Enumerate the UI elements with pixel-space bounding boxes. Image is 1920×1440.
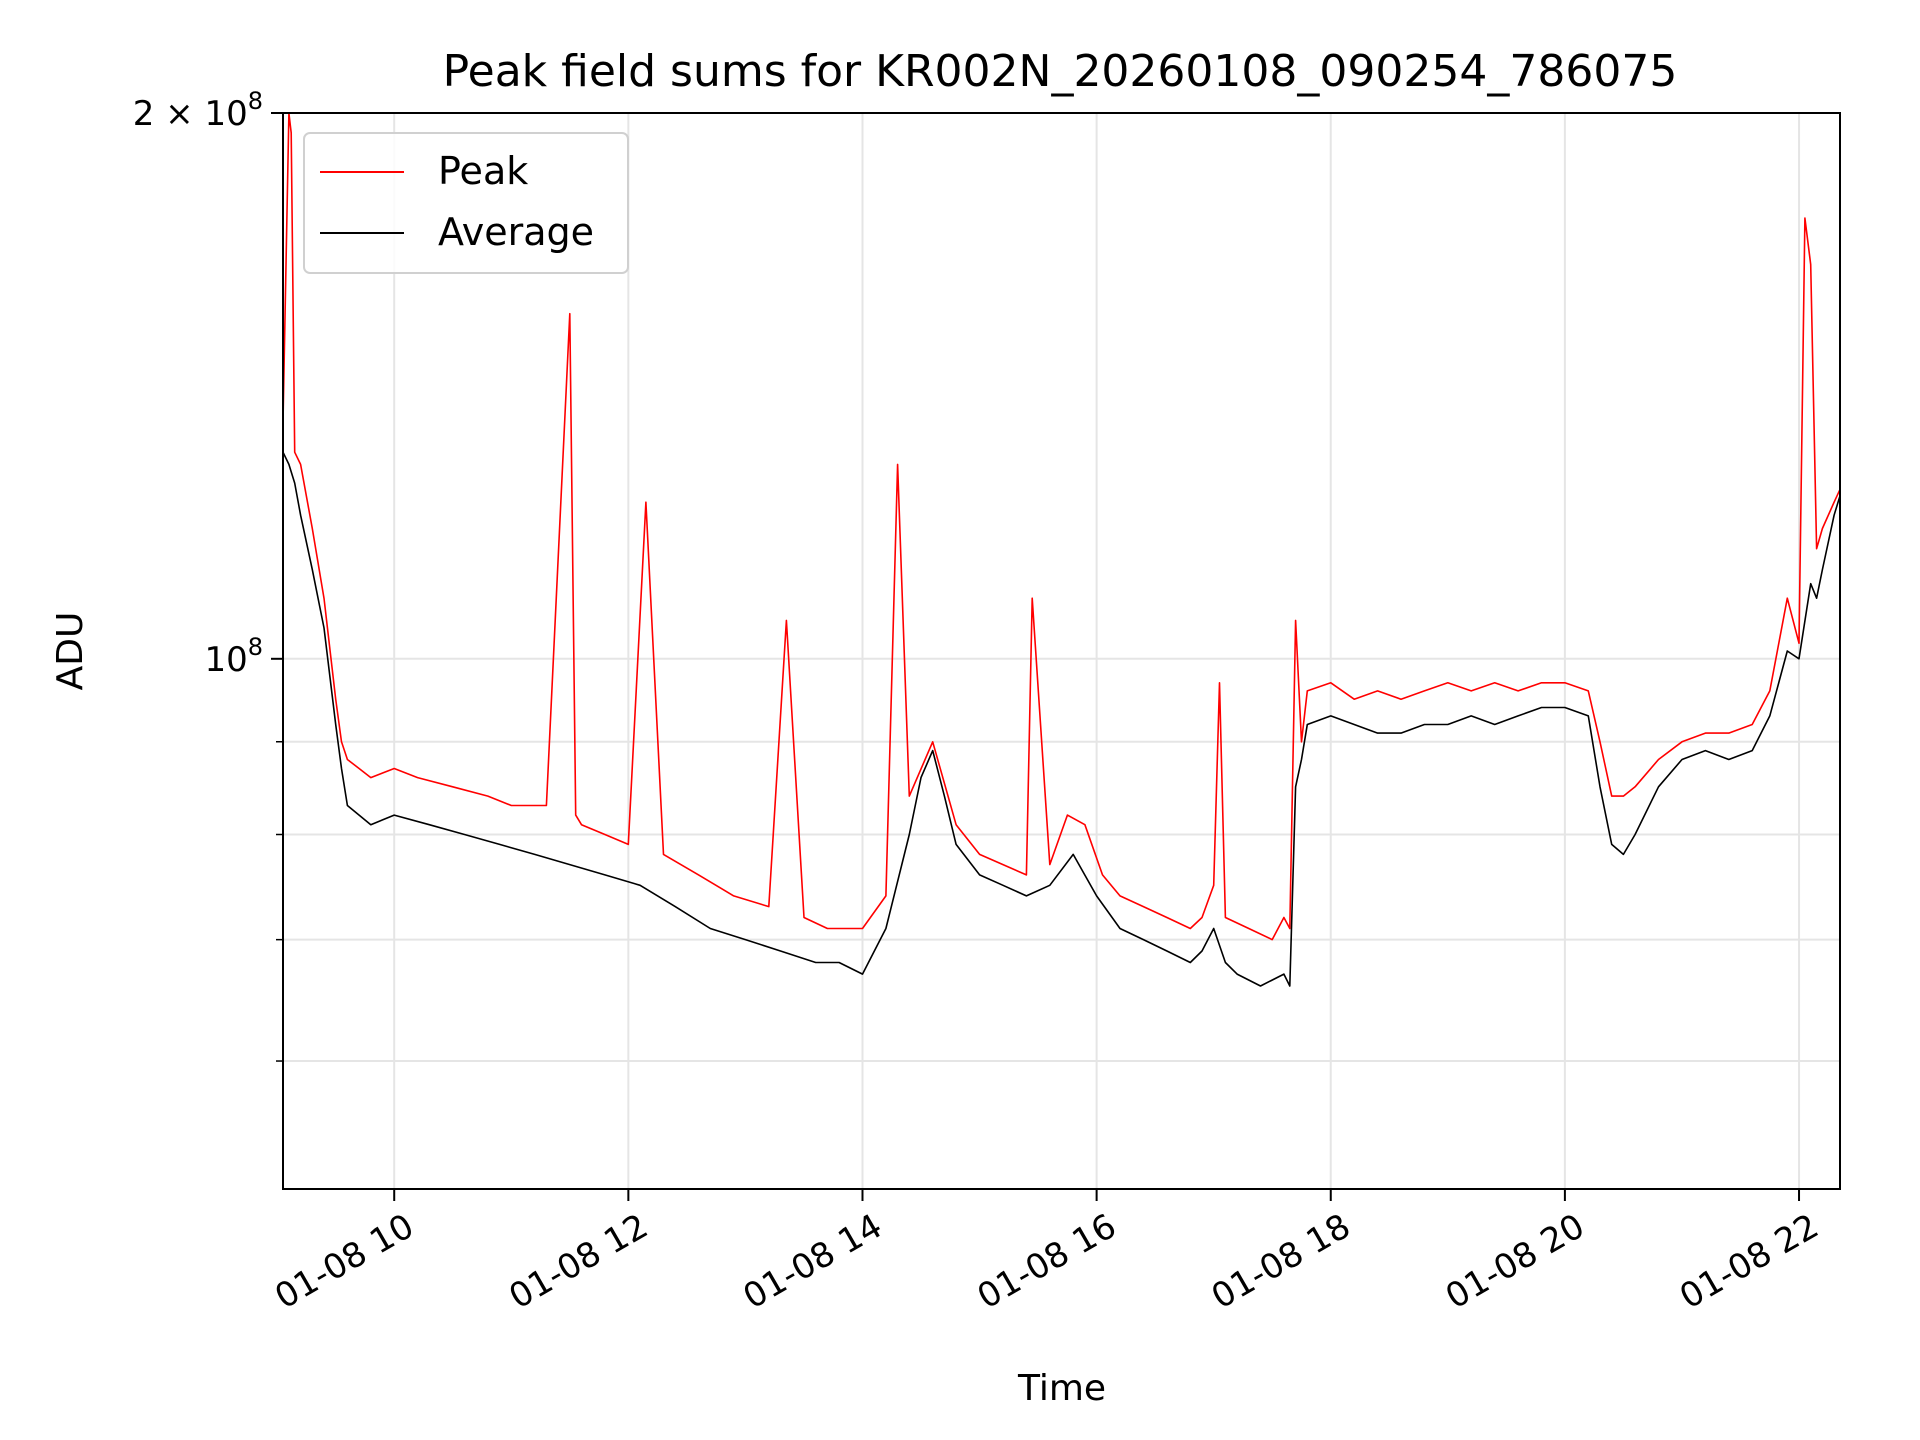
axes-frame: [282, 112, 1841, 1190]
series-line-average: [283, 451, 1840, 987]
chart-title: Peak field sums for KR002N_20260108_0902…: [443, 46, 1678, 97]
y-tick-label: 108: [204, 633, 263, 680]
y-axis-ticks: 108 2 × 108: [133, 87, 283, 1062]
legend-box: [303, 132, 629, 274]
y-tick-label: 2 × 108: [133, 87, 263, 134]
legend-peak-label: Peak: [438, 149, 528, 193]
series-layer: [283, 113, 1840, 987]
x-axis-label: Time: [1017, 1368, 1106, 1409]
series-line-peak: [283, 113, 1840, 941]
legend: Peak Average: [303, 132, 629, 274]
y-axis-label: ADU: [50, 612, 91, 691]
legend-average-label: Average: [438, 210, 594, 254]
